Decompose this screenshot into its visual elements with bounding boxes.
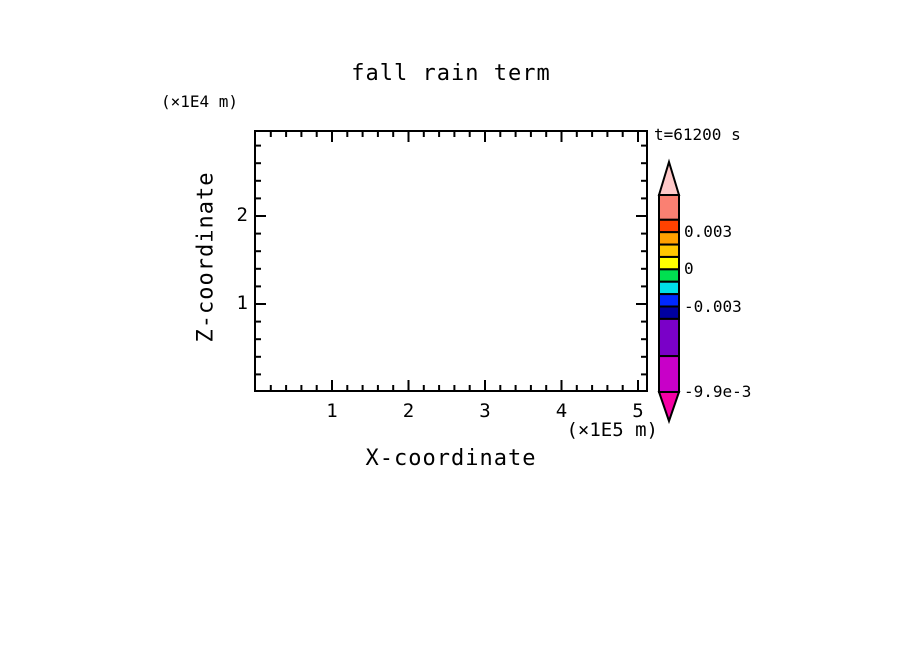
- plot-title: fall rain term: [351, 61, 551, 86]
- x-tick-label: 3: [479, 400, 491, 422]
- x-axis-unit-label: (×1E5 m): [566, 419, 658, 441]
- x-tick-label: 4: [555, 400, 568, 422]
- colorbar: [657, 158, 681, 425]
- y-tick-label: 1: [236, 292, 248, 314]
- y-tick-label: 2: [236, 204, 248, 226]
- time-annotation: t=61200 s: [654, 125, 741, 144]
- x-tick-label: 1: [326, 400, 338, 422]
- plot-frame: [254, 130, 648, 392]
- colorbar-tick-label: 0.003: [684, 222, 733, 242]
- axis-ticks: [256, 132, 646, 390]
- colorbar-tick-label: -9.9e-3: [684, 382, 752, 401]
- x-tick-label: 2: [402, 400, 415, 422]
- x-tick-label: 5: [632, 400, 644, 422]
- colorbar-tick-label: 0: [684, 259, 694, 279]
- x-axis-title: X-coordinate: [365, 446, 537, 471]
- y-axis-unit-label: (×1E4 m): [161, 92, 239, 111]
- colorbar-tick-label: -0.003: [684, 296, 742, 316]
